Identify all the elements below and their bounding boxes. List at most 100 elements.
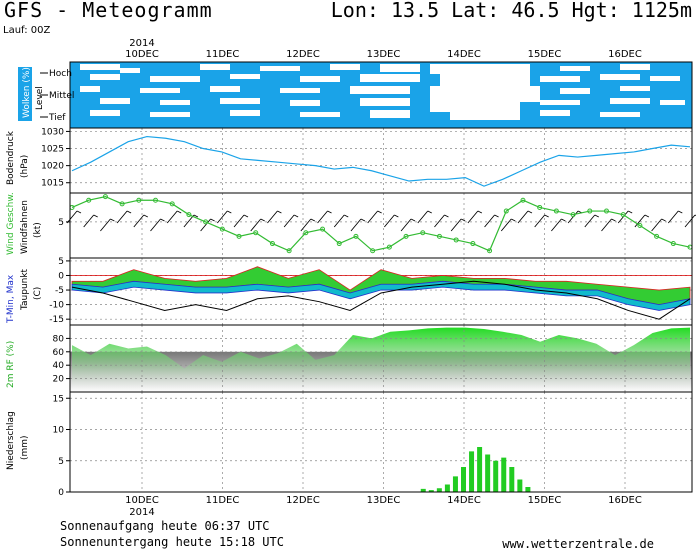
cloud-clear-patch — [450, 112, 520, 120]
top-day-label: 15DEC — [528, 49, 562, 60]
wind-barb — [83, 214, 95, 228]
wind-speed-point — [119, 201, 125, 207]
precip-bar — [517, 479, 523, 492]
cloud-clear-patch — [200, 64, 230, 70]
wind-barb — [667, 210, 679, 224]
wind-barb — [150, 218, 161, 232]
cloud-clear-patch — [160, 100, 190, 105]
sunrise-text: Sonnenaufgang heute 06:37 UTC — [60, 519, 270, 533]
rh-tick-label: 40 — [53, 361, 65, 371]
wind-barb-flag — [410, 218, 416, 222]
cloud-clear-patch — [610, 98, 650, 104]
cloud-clear-patch — [120, 68, 140, 73]
cloud-clear-patch — [430, 98, 520, 112]
wind-barb-flag — [193, 214, 199, 218]
precip-tick-label: 5 — [58, 457, 64, 467]
wind-barb — [283, 214, 295, 228]
wind-speed-point — [537, 204, 543, 210]
wind-barb-flag — [344, 214, 349, 218]
bottom-day-label: 15DEC — [528, 495, 562, 506]
wind-speed-point — [403, 233, 409, 239]
rh-area — [72, 327, 690, 392]
top-day-label: 10DEC — [125, 49, 159, 60]
cloud-clear-patch — [260, 66, 300, 71]
precip-bar — [493, 460, 499, 492]
source-url: www.wetterzentrale.de — [502, 537, 654, 551]
cloud-level-axis-label: Level — [35, 86, 45, 110]
wind-barb — [434, 214, 445, 228]
bottom-day-label: 14DEC — [447, 495, 481, 506]
dewpoint-line — [71, 280, 691, 320]
wind-barb-flag — [310, 218, 316, 222]
wind-speed-point — [620, 212, 626, 218]
temp-tick-label: -10 — [49, 301, 64, 311]
wind-speed-point — [637, 223, 643, 228]
model-run-label: Lauf: 00Z — [3, 25, 51, 36]
wind-speed-point — [487, 248, 493, 254]
wind-ylabel: Wind Geschw. — [6, 192, 16, 255]
wind-speed-point — [236, 233, 242, 239]
top-year-label: 2014 — [129, 38, 154, 49]
wind-barb-flag — [93, 214, 98, 218]
cloud-level-label: Mittel — [49, 91, 74, 101]
precip-ylabel: Niederschlag — [6, 411, 16, 470]
temp-unit-label: (C) — [33, 287, 43, 300]
wind-speed-point — [136, 197, 142, 203]
cloud-clear-patch — [220, 98, 260, 104]
pressure-unit-label: (hPa) — [20, 155, 30, 178]
cloud-clear-patch — [230, 74, 260, 79]
cloud-clear-patch — [330, 64, 360, 70]
wind-barb-flag — [494, 214, 499, 218]
temp-tick-label: 5 — [58, 257, 64, 267]
cloud-clear-patch — [140, 88, 180, 93]
wind-speed-point — [353, 233, 359, 239]
cloud-clear-patch — [540, 110, 570, 116]
wind-barb — [166, 210, 178, 224]
rh-tick-label: 80 — [53, 334, 65, 344]
sunset-text: Sonnenuntergang heute 15:18 UTC — [60, 535, 284, 549]
wind-barb-flag — [260, 218, 265, 222]
cloud-clear-patch — [600, 112, 640, 117]
wind-speed-line — [71, 195, 691, 252]
cloud-level-label: Hoch — [49, 69, 72, 79]
wind-speed-point — [102, 194, 108, 200]
wind-barb-flag — [160, 218, 165, 222]
wind-barb — [333, 214, 345, 228]
precip-panel-frame — [69, 391, 693, 493]
wind-speed-point — [453, 237, 459, 243]
wind-speed-point — [654, 233, 660, 239]
temp-tick-label: 0 — [58, 271, 64, 281]
precip-bar — [509, 467, 515, 492]
wind-speed-point — [670, 241, 676, 247]
cloud-clear-patch — [360, 74, 420, 82]
wind-barb-flag — [544, 214, 549, 218]
wind-barb — [684, 214, 696, 228]
wind-speed-point — [253, 230, 259, 236]
wind-barb — [367, 210, 378, 224]
bottom-day-label: 10DEC — [125, 495, 159, 506]
precip-unit-label: (mm) — [20, 435, 30, 460]
temp-min-area — [71, 280, 691, 311]
top-day-label: 14DEC — [447, 49, 481, 60]
wind-barb-flag — [678, 210, 683, 214]
wind-barb-flag — [611, 218, 616, 222]
cloud-clear-patch — [540, 100, 580, 105]
temp-tick-label: -15 — [49, 315, 64, 325]
wind-barb-flag — [661, 218, 666, 222]
wind-speed-point — [587, 208, 593, 214]
precip-bar — [420, 488, 426, 492]
cloud-clear-patch — [230, 110, 260, 116]
wind-barb-flag — [444, 214, 449, 218]
cloud-clear-patch — [560, 88, 590, 94]
wind-speed-point — [269, 241, 275, 247]
wind-barb — [601, 218, 612, 232]
cloud-clear-patch — [350, 86, 410, 94]
wind-barb-flag — [627, 210, 633, 214]
wind-barb — [317, 210, 328, 224]
wind-speed-point — [470, 241, 476, 247]
wind-barb-flag — [327, 210, 332, 214]
cloud-clear-patch — [300, 76, 340, 82]
cloud-clear-patch — [100, 98, 130, 104]
chart-title: GFS - Meteogramm — [4, 0, 213, 22]
